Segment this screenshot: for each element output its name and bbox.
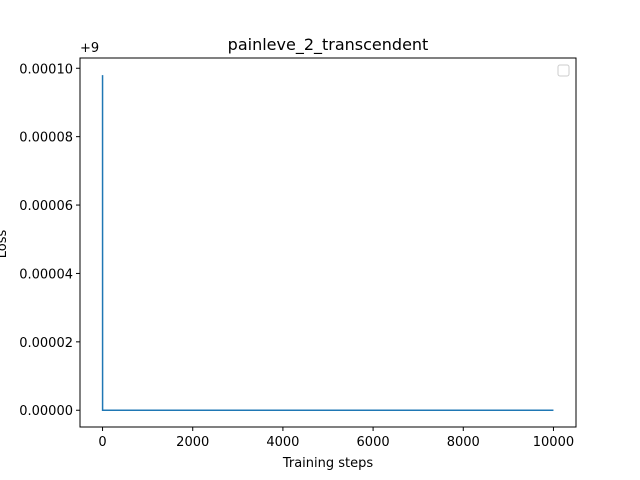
y-tick-label: 0.00002 <box>19 336 73 351</box>
x-tick-label: 8000 <box>447 435 480 450</box>
y-axis-label: Loss <box>0 230 10 259</box>
x-tick-label: 4000 <box>266 435 299 450</box>
y-axis-ticks: 0.00000 0.00002 0.00004 0.00006 0.00008 0.000… <box>19 62 80 419</box>
plot-frame <box>79 57 577 428</box>
loss-series-line <box>101 75 554 411</box>
legend-box <box>557 64 570 77</box>
y-tick-label: 0.00010 <box>19 62 73 77</box>
plot-area <box>80 58 576 427</box>
y-axis-offset-label: +9 <box>80 41 99 56</box>
y-tick-label: 0.00006 <box>19 199 73 214</box>
y-tick-label: 0.00004 <box>19 267 73 282</box>
y-tick-label: 0.00000 <box>19 404 73 419</box>
y-tick-label: 0.00008 <box>19 131 73 146</box>
x-tick-label: 2000 <box>176 435 209 450</box>
x-tick-label: 0 <box>98 435 106 450</box>
x-tick-label: 10000 <box>533 435 574 450</box>
x-tick-label: 6000 <box>357 435 390 450</box>
series-layer <box>101 75 554 411</box>
x-axis-label: Training steps <box>282 456 374 471</box>
x-axis-ticks: 0 2000 4000 6000 8000 10000 <box>98 427 574 450</box>
chart-title: painleve_2_transcendent <box>228 35 429 55</box>
